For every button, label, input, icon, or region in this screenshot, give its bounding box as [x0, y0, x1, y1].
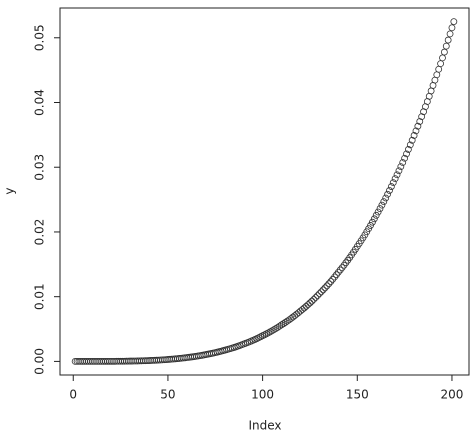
point	[395, 167, 403, 175]
point	[325, 280, 333, 288]
plot-frame	[59, 7, 470, 376]
point	[440, 48, 448, 56]
point	[391, 175, 399, 183]
point	[416, 118, 424, 125]
y-tick-label: 0.03	[33, 154, 47, 181]
x-tick-label: 150	[346, 388, 369, 402]
point	[297, 307, 304, 315]
point	[369, 218, 376, 226]
point	[412, 127, 420, 135]
point	[386, 187, 393, 194]
point	[338, 264, 346, 272]
point	[444, 36, 452, 44]
point	[329, 275, 337, 283]
point	[367, 222, 374, 229]
point	[408, 136, 416, 144]
point	[448, 24, 456, 32]
y-tick-label: 0.00	[33, 348, 47, 375]
point	[365, 225, 373, 233]
point	[308, 297, 316, 305]
point	[321, 284, 329, 292]
x-axis-label: Index	[248, 419, 281, 433]
point	[414, 122, 422, 130]
x-tick-label: 0	[69, 388, 77, 402]
point	[272, 325, 280, 332]
point	[389, 179, 397, 187]
point	[276, 322, 284, 330]
point	[274, 323, 282, 331]
point	[278, 321, 285, 329]
point	[393, 171, 401, 179]
y-axis-label: y	[3, 187, 17, 194]
point	[376, 205, 384, 212]
point	[437, 60, 444, 68]
point	[323, 282, 331, 290]
point	[334, 268, 342, 276]
point	[439, 54, 446, 62]
point	[406, 141, 414, 149]
point	[312, 294, 320, 301]
point	[317, 288, 325, 296]
point	[403, 150, 410, 158]
point	[327, 278, 335, 285]
point	[442, 42, 450, 50]
point	[435, 65, 443, 73]
point	[333, 271, 340, 279]
point	[382, 194, 390, 202]
point	[397, 163, 405, 171]
point	[302, 302, 310, 310]
point	[384, 190, 391, 198]
point	[264, 329, 272, 337]
point	[372, 211, 380, 219]
y-tick-label: 0.01	[33, 283, 47, 310]
point	[331, 273, 338, 281]
x-tick-label: 200	[441, 388, 464, 402]
point	[418, 113, 426, 121]
y-tick-label: 0.02	[33, 219, 47, 246]
y-tick-label: 0.05	[33, 24, 47, 51]
point	[316, 290, 323, 298]
point	[300, 304, 308, 312]
point	[378, 201, 386, 209]
point	[270, 326, 278, 334]
point	[298, 306, 306, 313]
point	[266, 328, 274, 336]
point	[446, 30, 454, 38]
x-tick-label: 50	[160, 388, 175, 402]
point	[405, 146, 412, 153]
point	[306, 299, 314, 307]
point	[304, 301, 312, 309]
point	[374, 208, 382, 216]
point	[336, 266, 344, 274]
point	[450, 18, 458, 25]
point	[387, 183, 395, 190]
point	[410, 132, 418, 139]
point	[427, 87, 435, 95]
point	[399, 159, 407, 166]
point	[268, 327, 276, 335]
point	[401, 154, 409, 162]
point	[380, 198, 388, 205]
point	[295, 309, 302, 317]
y-tick-label: 0.04	[33, 89, 47, 116]
point	[433, 71, 441, 79]
point	[310, 295, 318, 303]
point	[370, 215, 378, 223]
point	[280, 320, 287, 328]
point	[319, 286, 327, 294]
x-tick-label: 100	[251, 388, 274, 402]
point	[314, 292, 321, 300]
